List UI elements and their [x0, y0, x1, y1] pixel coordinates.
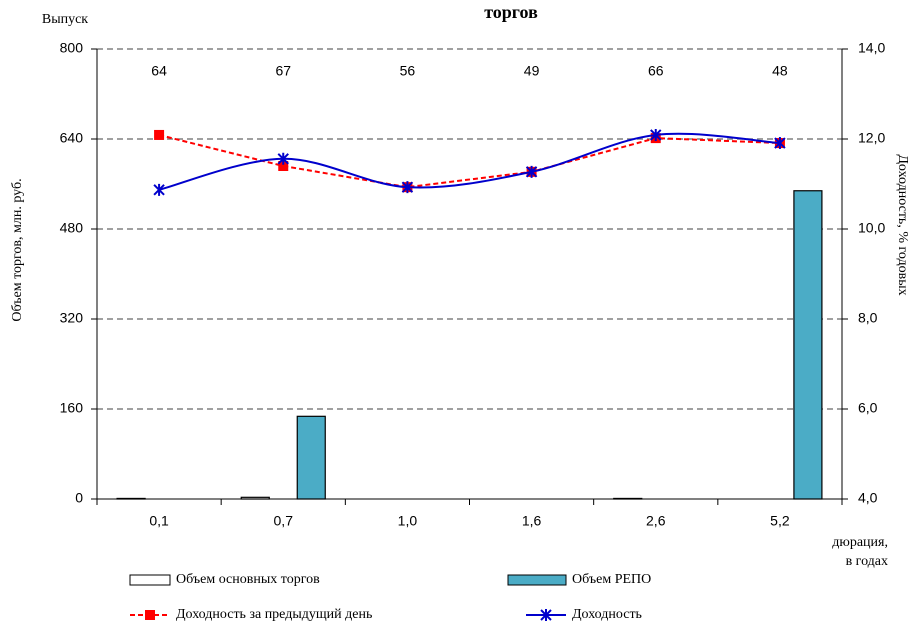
top-labels-title: Выпуск [42, 12, 88, 27]
y-tick-label: 480 [60, 220, 84, 236]
y-tick-label: 640 [60, 130, 84, 146]
x-tick-label: 2,6 [646, 513, 666, 529]
top-label: 56 [400, 63, 416, 79]
y-tick-label: 320 [60, 310, 84, 326]
legend-label: Доходность за предыдущий день [176, 607, 372, 622]
top-label: 67 [275, 63, 291, 79]
bar [296, 415, 326, 500]
bar [793, 190, 823, 500]
legend-marker [145, 610, 155, 620]
y2-axis-label: Доходность, % годовых [895, 154, 910, 295]
x-tick-label: 1,6 [522, 513, 542, 529]
top-label: 49 [524, 63, 540, 79]
bar [116, 497, 146, 500]
x-tick-label: 0,7 [274, 513, 294, 529]
marker [153, 183, 165, 196]
y2-tick-label: 10,0 [858, 220, 885, 236]
marker [278, 161, 289, 171]
top-label: 64 [151, 63, 167, 79]
top-label: 48 [772, 63, 788, 79]
legend-label: Объем РЕПО [572, 572, 651, 587]
x-tick-label: 0,1 [149, 513, 169, 529]
bar [240, 496, 270, 500]
legend-swatch [507, 574, 567, 586]
y-tick-label: 0 [75, 490, 83, 506]
x-axis-label: дюрация, [832, 535, 888, 550]
marker [525, 165, 538, 178]
legend-marker [540, 609, 552, 621]
y-tick-label: 160 [60, 400, 84, 416]
y-axis-label: Объем торгов, млн. руб. [10, 178, 25, 321]
legend-label: Объем основных торгов [176, 572, 320, 587]
y2-tick-label: 4,0 [858, 490, 878, 506]
marker [650, 128, 662, 141]
legend-swatch [129, 574, 171, 586]
line [158, 132, 780, 191]
y2-tick-label: 14,0 [858, 40, 885, 56]
x-tick-label: 5,2 [770, 513, 790, 529]
bar [613, 497, 643, 500]
line [158, 133, 780, 189]
chart-title: торгов [484, 2, 538, 22]
top-label: 66 [648, 63, 664, 79]
marker [774, 137, 786, 150]
marker [277, 152, 289, 165]
x-tick-label: 1,0 [398, 513, 418, 529]
marker [401, 181, 414, 194]
y2-tick-label: 8,0 [858, 310, 878, 326]
marker [154, 129, 165, 140]
y2-tick-label: 6,0 [858, 400, 878, 416]
y2-tick-label: 12,0 [858, 130, 885, 146]
x-axis-label: в годах [846, 554, 888, 569]
legend-label: Доходность [572, 607, 642, 622]
y-tick-label: 800 [60, 40, 84, 56]
